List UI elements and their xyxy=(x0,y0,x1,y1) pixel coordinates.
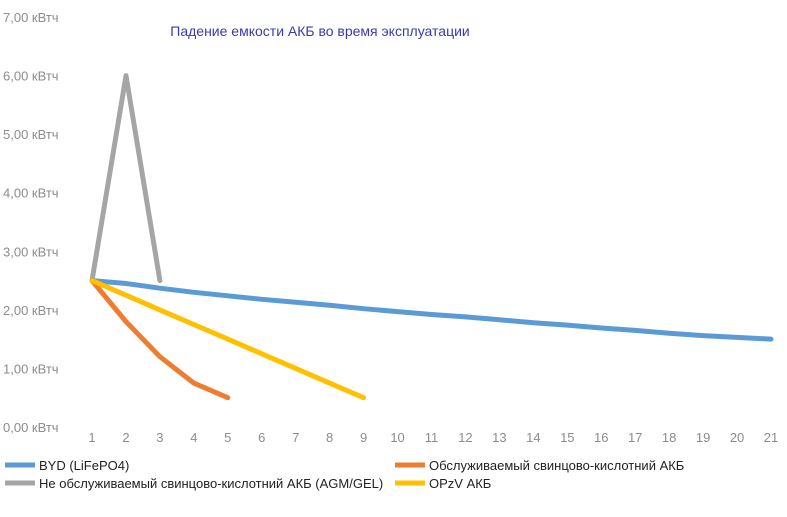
x-tick-label: 18 xyxy=(662,430,676,445)
x-tick-label: 6 xyxy=(258,430,265,445)
x-tick-label: 10 xyxy=(390,430,404,445)
series-line-3 xyxy=(89,73,163,284)
x-tick-label: 7 xyxy=(292,430,299,445)
y-axis-ticks: 0,00 кВтч 1,00 кВтч 2,00 кВтч 3,00 кВтч 4,00… xyxy=(3,10,59,435)
legend-label: Не обслуживаемый свинцово-кислотний АКБ … xyxy=(39,476,383,491)
x-tick-label: 3 xyxy=(156,430,163,445)
y-tick-label: 2,00 кВтч xyxy=(3,303,59,318)
plot-area xyxy=(89,73,774,401)
x-tick-label: 1 xyxy=(88,430,95,445)
x-tick-label: 4 xyxy=(190,430,197,445)
series-line-1 xyxy=(89,278,774,342)
x-tick-label: 8 xyxy=(326,430,333,445)
y-tick-label: 6,00 кВтч xyxy=(3,69,59,84)
x-tick-label: 12 xyxy=(458,430,472,445)
x-tick-label: 5 xyxy=(224,430,231,445)
legend-label: OPzV АКБ xyxy=(429,476,491,491)
x-tick-label: 9 xyxy=(360,430,367,445)
y-tick-label: 3,00 кВтч xyxy=(3,244,59,259)
x-tick-label: 14 xyxy=(526,430,540,445)
y-tick-label: 0,00 кВтч xyxy=(3,420,59,435)
series-line-4 xyxy=(89,278,367,401)
y-tick-label: 4,00 кВтч xyxy=(3,186,59,201)
y-tick-label: 1,00 кВтч xyxy=(3,361,59,376)
y-tick-label: 5,00 кВтч xyxy=(3,127,59,142)
x-tick-label: 11 xyxy=(425,430,439,445)
chart-title: Падение емкости АКБ во время эксплуатаци… xyxy=(170,23,469,39)
x-tick-label: 20 xyxy=(730,430,744,445)
x-tick-label: 13 xyxy=(492,430,506,445)
legend-label: Обслуживаемый свинцово-кислотний АКБ xyxy=(429,458,684,473)
x-tick-label: 21 xyxy=(764,430,778,445)
y-tick-label: 7,00 кВтч xyxy=(3,10,59,25)
x-tick-label: 17 xyxy=(628,430,642,445)
x-tick-label: 15 xyxy=(560,430,574,445)
series-line-2 xyxy=(89,278,231,401)
x-tick-label: 19 xyxy=(696,430,710,445)
legend-label: BYD (LiFePO4) xyxy=(39,458,129,473)
x-tick-label: 16 xyxy=(594,430,608,445)
x-axis-ticks: 1 2 3 4 5 6 7 8 9 10 11 12 13 14 15 16 17 18 19 20 21 xyxy=(88,430,778,445)
legend: BYD (LiFePO4) Обслуживаемый свинцово-кисл… xyxy=(5,458,684,491)
x-tick-label: 2 xyxy=(122,430,129,445)
